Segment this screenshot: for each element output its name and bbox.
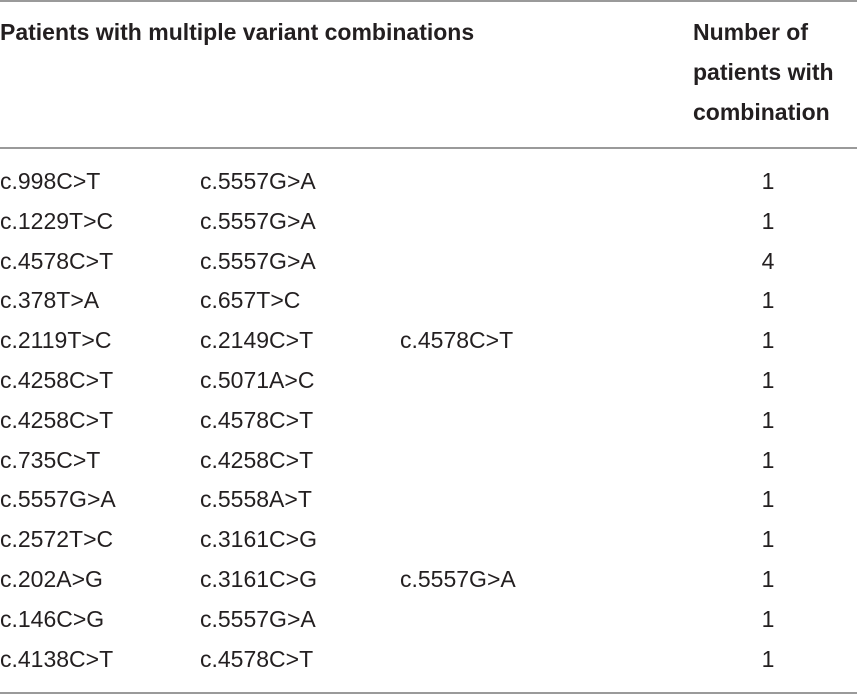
variant-cell: c.2149C>T (200, 327, 314, 354)
variant-cell: c.5557G>A (400, 566, 516, 592)
variant-cell: c.2119T>C (0, 327, 112, 354)
count-cell: 1 (761, 287, 775, 314)
header-variants: Patients with multiple variant combinati… (0, 19, 475, 45)
variant-cell: c.5557G>A (200, 605, 316, 632)
count-cell: 4 (761, 247, 775, 274)
variant-cell: c.5557G>A (200, 168, 316, 194)
count-cell: 1 (761, 406, 775, 433)
count-cell: 1 (761, 486, 775, 513)
variant-cell: c.4258C>T (0, 367, 114, 393)
count-cell: 1 (761, 168, 775, 194)
header-count: Number of patients with combination (693, 19, 834, 125)
variant-cell: c.3161C>G (200, 526, 317, 553)
header-rule (0, 147, 857, 149)
variant-cell: c.735C>T (0, 446, 101, 473)
variant-cell: c.4578C>T (0, 247, 114, 274)
variant-cell: c.202A>G (0, 566, 103, 592)
top-rule (0, 0, 857, 2)
variant-cell: c.4578C>T (200, 406, 314, 433)
count-cell: 1 (761, 327, 775, 354)
variant-cell: c.657T>C (200, 287, 301, 314)
variant-cell: c.5557G>A (200, 207, 316, 234)
variant-cell: c.2572T>C (0, 526, 114, 553)
variant-cell: c.1229T>C (0, 207, 114, 234)
count-cell: 1 (761, 207, 775, 234)
variant-cell: c.146C>G (0, 605, 105, 632)
variant-cell: c.3161C>G (200, 566, 317, 592)
bottom-rule (0, 692, 857, 694)
count-cell: 1 (761, 605, 775, 632)
variant-cell: c.4578C>T (200, 645, 314, 672)
count-cell: 1 (761, 645, 775, 672)
variant-cell: c.5557G>A (0, 486, 116, 513)
variant-cell: c.5071A>C (200, 367, 315, 393)
variant-cell: c.4578C>T (400, 327, 514, 354)
variant-cell: c.4138C>T (0, 645, 114, 672)
count-cell: 1 (761, 526, 775, 553)
variant-cell: c.4258C>T (200, 446, 314, 473)
count-cell: 1 (761, 446, 775, 473)
count-cell: 1 (761, 367, 775, 393)
variant-cell: c.378T>A (0, 287, 100, 314)
variant-cell: c.998C>T (0, 168, 101, 194)
variant-cell: c.5558A>T (200, 486, 312, 513)
count-cell: 1 (761, 566, 775, 592)
variant-cell: c.4258C>T (0, 406, 114, 433)
variant-cell: c.5557G>A (200, 247, 316, 274)
